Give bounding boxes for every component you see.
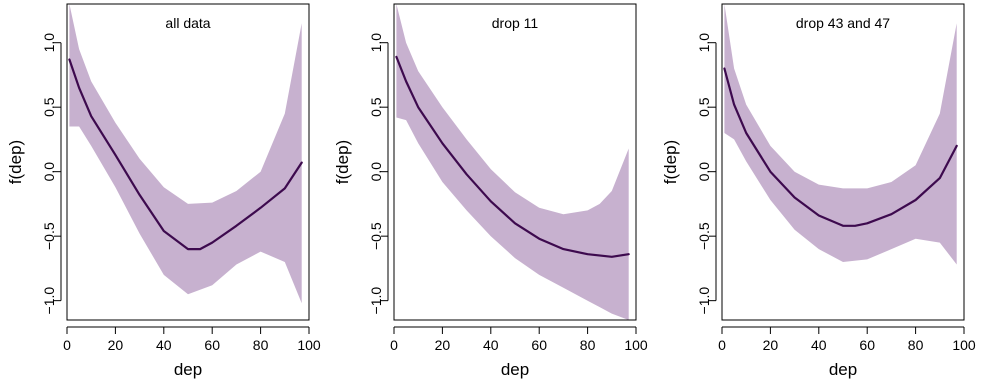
y-tick-label: 0.0 — [368, 162, 384, 182]
fitted-line — [68, 58, 303, 251]
x-axis-title: dep — [501, 360, 529, 379]
y-tick-label: −1.0 — [368, 287, 384, 315]
y-tick-label: −0.5 — [41, 222, 57, 250]
y-tick-label: 1.0 — [696, 33, 712, 53]
x-tick-label: 100 — [952, 337, 976, 353]
y-tick-label: 1.0 — [368, 33, 384, 53]
y-tick-label: 0.5 — [41, 97, 57, 117]
y-tick-label: 0.5 — [696, 97, 712, 117]
y-tick-label: 0.0 — [41, 162, 57, 182]
x-tick-label: 80 — [253, 337, 269, 353]
x-tick-label: 100 — [624, 337, 648, 353]
x-tick-label: 20 — [763, 337, 779, 353]
panel-all-data: 0 20 40 60 80 100 −1.0 −0.5 0.0 0.5 1.0 dep f(dep) al… — [6, 3, 321, 379]
x-tick-label: 80 — [908, 337, 924, 353]
y-tick-label: −1.0 — [41, 287, 57, 315]
x-tick-label: 40 — [811, 337, 827, 353]
x-tick-label: 20 — [435, 337, 451, 353]
y-axis-title: f(dep) — [6, 140, 25, 184]
x-tick-label: 0 — [390, 337, 398, 353]
confidence-band — [69, 4, 302, 304]
x-tick-label: 60 — [204, 337, 220, 353]
plot-frame — [66, 3, 310, 321]
x-tick-label: 60 — [531, 337, 547, 353]
x-tick-label: 40 — [156, 337, 172, 353]
y-axis-title: f(dep) — [333, 140, 352, 184]
x-tick-label: 20 — [108, 337, 124, 353]
x-axis-title: dep — [174, 360, 202, 379]
y-tick-label: 0.5 — [368, 97, 384, 117]
panel-title: all data — [165, 15, 210, 31]
y-tick-label: −1.0 — [696, 287, 712, 315]
panel-title: drop 43 and 47 — [796, 15, 890, 31]
y-tick-label: −0.5 — [368, 222, 384, 250]
x-tick-label: 0 — [718, 337, 726, 353]
panel-drop-43-and-47: 0 20 40 60 80 100 −1.0 −0.5 0.0 0.5 1.0 dep f(dep) dr… — [661, 3, 976, 379]
panel-drop-11: 0 20 40 60 80 100 −1.0 −0.5 0.0 0.5 1.0 dep f(dep) dr… — [333, 3, 648, 379]
confidence-band — [724, 4, 957, 265]
y-tick-label: 0.0 — [696, 162, 712, 182]
fitted-line — [723, 67, 958, 227]
plot-frame — [721, 3, 965, 321]
y-tick-label: −0.5 — [696, 222, 712, 250]
panel-title: drop 11 — [492, 15, 539, 31]
x-tick-label: 40 — [483, 337, 499, 353]
y-axis-title: f(dep) — [661, 140, 680, 184]
x-tick-label: 100 — [297, 337, 321, 353]
plot-frame — [393, 3, 637, 321]
x-tick-label: 0 — [63, 337, 71, 353]
fitted-line — [395, 55, 630, 258]
x-axis-title: dep — [829, 360, 857, 379]
confidence-band — [396, 4, 629, 320]
x-tick-label: 80 — [580, 337, 596, 353]
y-tick-label: 1.0 — [41, 33, 57, 53]
x-tick-label: 60 — [859, 337, 875, 353]
